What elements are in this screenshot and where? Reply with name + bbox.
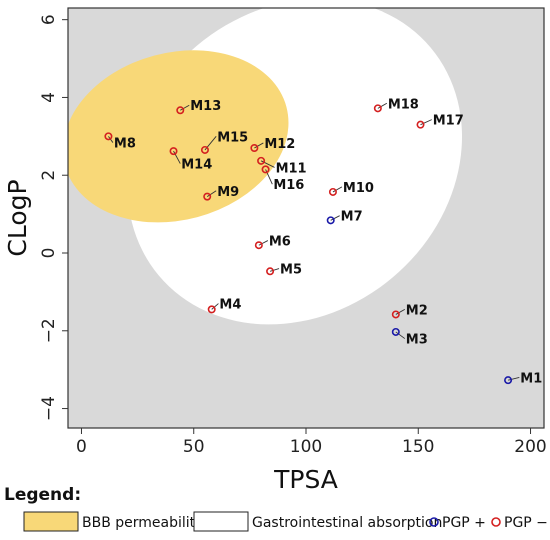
x-tick-label: 0 <box>76 437 87 457</box>
leader-line <box>395 308 406 315</box>
point-m7 <box>326 216 335 225</box>
points: M1 M2 M3 M4 M5 M6 M7 M8 M9 M10 M11 M12 M13 M14 M15 M16 M… <box>104 97 542 386</box>
point-m6 <box>254 241 263 250</box>
leader-line <box>332 186 343 193</box>
point-label-m18: M18 <box>388 97 419 112</box>
point-m12 <box>250 144 259 153</box>
point-label-m9: M9 <box>217 185 239 200</box>
leader-line <box>377 102 388 109</box>
bbb-permeability-region <box>68 50 289 223</box>
point-label-m7: M7 <box>341 210 363 225</box>
leader-line <box>258 240 269 246</box>
point-m3 <box>391 327 400 336</box>
axes: 0 50 100 150 200 −4 −2 0 2 4 6 <box>39 14 547 457</box>
leader-line <box>507 377 520 381</box>
y-tick-label: −4 <box>39 396 59 421</box>
legend-marker-pgp-negative <box>491 517 501 527</box>
point-m14 <box>169 147 178 156</box>
point-label-m16: M16 <box>273 178 304 193</box>
point-m11 <box>257 156 266 165</box>
point-label-m14: M14 <box>181 158 212 173</box>
legend-title: Legend: <box>4 485 81 505</box>
point-m16 <box>261 165 270 174</box>
leader-line <box>211 303 219 310</box>
leader-line <box>330 215 340 221</box>
legend-label-pgp-positive: PGP + <box>442 515 486 531</box>
x-tick-label: 200 <box>514 437 546 457</box>
leader-line <box>269 268 280 272</box>
leader-line <box>173 150 181 164</box>
legend-swatch-gi <box>193 511 249 532</box>
leader-line <box>206 190 217 197</box>
point-m4 <box>207 305 216 314</box>
point-label-m10: M10 <box>343 181 374 196</box>
y-tick-label: 0 <box>39 248 59 259</box>
leader-line <box>420 119 432 126</box>
point-label-m8: M8 <box>114 137 136 152</box>
point-m15 <box>200 145 209 154</box>
y-tick-label: 2 <box>39 170 59 181</box>
leader-line <box>180 104 190 111</box>
leader-line <box>395 331 406 339</box>
point-m2 <box>391 310 400 319</box>
point-label-m13: M13 <box>190 99 221 114</box>
legend-label-bbb: BBB permeability <box>82 515 203 531</box>
point-label-m2: M2 <box>406 303 428 318</box>
x-tick-label: 150 <box>402 437 434 457</box>
legend-label-pgp-negative: PGP − <box>504 515 548 531</box>
point-label-m3: M3 <box>406 333 428 348</box>
point-label-m17: M17 <box>433 114 464 129</box>
point-m9 <box>203 192 212 201</box>
y-axis-title: CLogP <box>3 179 32 256</box>
point-label-m6: M6 <box>269 235 291 250</box>
point-m5 <box>266 267 275 276</box>
legend-label-gi: Gastrointestinal absorption <box>252 515 442 531</box>
legend-marker-pgp-positive <box>429 517 439 527</box>
point-label-m11: M11 <box>276 161 307 176</box>
y-tick-label: −2 <box>39 318 59 343</box>
point-label-m12: M12 <box>264 137 295 152</box>
y-tick-label: 4 <box>39 92 59 103</box>
point-m8 <box>104 132 113 141</box>
point-label-m1: M1 <box>520 371 542 386</box>
point-label-m5: M5 <box>280 263 302 278</box>
x-tick-label: 50 <box>183 437 205 457</box>
legend-swatch-bbb <box>23 511 79 532</box>
point-label-m15: M15 <box>217 130 248 145</box>
point-m17 <box>416 120 425 129</box>
regions <box>68 8 463 325</box>
x-tick-label: 100 <box>290 437 322 457</box>
y-tick-label: 6 <box>39 14 59 25</box>
point-m1 <box>504 376 513 385</box>
point-m10 <box>328 187 337 196</box>
point-label-m4: M4 <box>219 298 241 313</box>
leader-line <box>254 142 264 149</box>
legend: Legend: BBB permeability Gastrointestina… <box>4 485 548 532</box>
x-axis-title: TPSA <box>273 465 338 494</box>
point-m18 <box>373 104 382 113</box>
point-m13 <box>176 106 185 115</box>
